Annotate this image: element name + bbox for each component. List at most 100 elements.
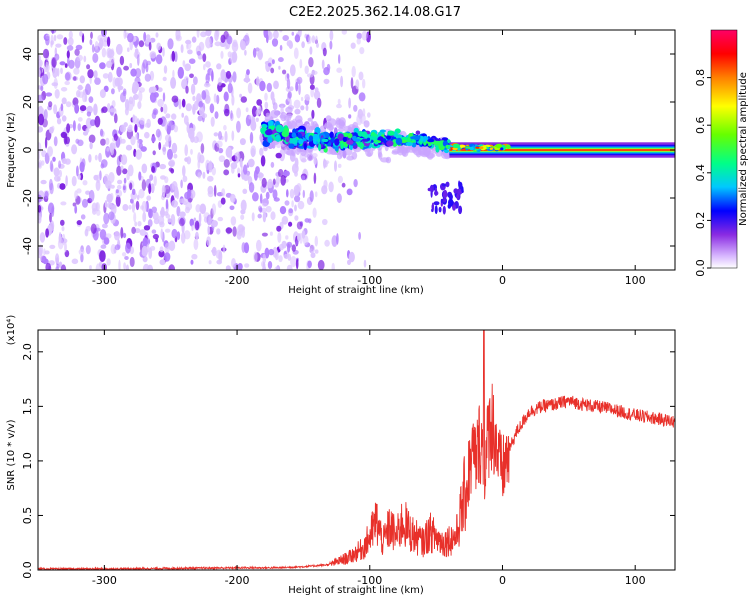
spectrogram-noise-cell	[358, 71, 364, 81]
spectrogram-signal-cell	[505, 144, 511, 149]
spectrogram-noise-cell	[277, 232, 282, 243]
spectrogram-noise-cell	[211, 203, 217, 216]
spectrogram-noise-cell	[143, 31, 147, 42]
snr-y-tick-label: 0.0	[21, 561, 34, 579]
colorbar-tick-label: 0.0	[694, 259, 707, 277]
spectrogram-noise-cell	[232, 71, 237, 83]
spectrogram-halo-cell	[283, 115, 292, 122]
spectrogram-noise-cell	[94, 77, 101, 85]
snr-y-label: SNR (10 * v/v)	[6, 419, 17, 490]
spectrogram-noise-cell	[329, 30, 334, 41]
spectrogram-noise-cell	[336, 233, 339, 245]
spectrogram-noise-cell	[56, 34, 64, 40]
spectrogram-noise-cell	[323, 78, 330, 85]
colorbar-tick-label: 0.4	[694, 164, 707, 182]
spectrogram-noise-cell	[130, 135, 136, 146]
spectrogram-noise-cell	[108, 211, 115, 221]
spectrogram-noise-cell	[85, 225, 92, 232]
spectrogram-noise-cell	[80, 214, 86, 220]
spectrogram-noise-cell	[321, 59, 325, 70]
spectrogram-noise-cell	[236, 107, 242, 119]
spectrogram-noise-cell	[323, 160, 330, 165]
snr-x-ticks: -300 -200 -100 0 100	[92, 330, 646, 587]
spectrogram-signal-cell	[357, 142, 365, 148]
spectrogram-noise-cell	[170, 168, 175, 174]
spectrogram-noise-cell	[182, 60, 186, 67]
spectrogram-halo-cell	[338, 117, 346, 127]
spectrogram-noise-cell	[336, 103, 342, 109]
spectrogram-noise-cell	[74, 103, 79, 114]
snr-y-ticks: 0.0 0.5 1.0 1.5 2.0	[21, 343, 675, 579]
spectrogram-noise-cell	[278, 57, 284, 63]
spectrogram-noise-cell	[313, 90, 321, 100]
spectrogram-noise-cell	[99, 62, 106, 70]
spectrogram-noise-cell	[194, 220, 200, 231]
spectrogram-signal-cell	[448, 198, 454, 207]
spectrogram-noise-cell	[359, 47, 365, 55]
spectrogram-noise-cell	[124, 256, 129, 260]
spectrogram-noise-cell	[85, 83, 91, 96]
spectrogram-x-tick-label: 100	[625, 274, 646, 287]
spectrogram-noise-cell	[283, 170, 290, 177]
spectrogram-noise-cell	[193, 238, 199, 251]
snr-x-label: Height of straight line (km)	[288, 585, 424, 596]
spectrogram-noise-cell	[198, 41, 205, 52]
spectrogram-noise-cell	[85, 190, 91, 195]
spectrogram-noise-cell	[197, 172, 202, 179]
spectrogram-noise-cell	[199, 203, 207, 215]
spectrogram-noise-cell	[43, 248, 46, 256]
colorbar: 0.0 0.2 0.4 0.6 0.8 Normalized spectral ampl…	[694, 29, 749, 277]
spectrogram-noise-cell	[44, 137, 48, 149]
spectrogram-noise-cell	[214, 41, 222, 47]
spectrogram-signal-cell	[475, 146, 480, 149]
spectrogram-noise-cell	[223, 124, 227, 131]
spectrogram-noise-cell	[205, 159, 210, 171]
spectrogram-noise-cell	[226, 35, 233, 45]
spectrogram-signal-cell	[387, 130, 395, 136]
spectrogram-noise-cell	[88, 134, 96, 144]
spectrogram-noise-cell	[54, 53, 60, 61]
spectrogram-noise-cell	[348, 114, 352, 119]
spectrogram-noise-cell	[88, 154, 92, 163]
spectrogram-noise-cell	[126, 172, 130, 181]
spectrogram-noise-cell	[317, 259, 325, 270]
spectrogram-noise-cell	[265, 191, 270, 200]
spectrogram-signal-cell	[318, 143, 322, 151]
spectrogram-signal-cell	[427, 138, 435, 143]
spectrogram-noise-cell	[44, 191, 49, 200]
spectrogram-noise-cell	[361, 30, 368, 41]
spectrogram-noise-cell	[171, 142, 178, 154]
spectrogram-noise-cell	[257, 213, 262, 219]
spectrogram-noise-cell	[213, 93, 217, 103]
spectrogram-noise-cell	[120, 154, 128, 165]
spectrogram-noise-cell	[48, 101, 53, 108]
spectrogram-noise-cell	[123, 177, 127, 184]
spectrogram-noise-cell	[275, 152, 282, 159]
spectrogram-noise-cell	[94, 115, 101, 128]
spectrogram-noise-cell	[173, 153, 178, 159]
spectrogram-noise-cell	[58, 232, 62, 244]
snr-background	[38, 330, 675, 570]
spectrogram-noise-cell	[74, 205, 78, 214]
spectrogram-noise-cell	[55, 266, 59, 270]
snr-x-tick-label: -100	[357, 574, 382, 587]
colorbar-gradient	[710, 29, 738, 269]
spectrogram-noise-cell	[83, 55, 87, 63]
spectrogram-noise-cell	[85, 128, 90, 133]
spectrogram-noise-cell	[296, 76, 303, 85]
spectrogram-noise-cell	[183, 200, 187, 205]
spectrogram-noise-cell	[90, 31, 93, 39]
spectrogram-noise-cell	[187, 49, 193, 55]
spectrogram-noise-cell	[162, 92, 166, 102]
spectrogram-noise-cell	[362, 78, 366, 89]
spectrogram-noise-cell	[270, 91, 275, 101]
spectrogram-noise-cell	[231, 94, 235, 106]
spectrogram-noise-cell	[340, 75, 344, 88]
spectrogram-noise-cell	[125, 264, 129, 270]
spectrogram-halo-cell	[363, 120, 370, 128]
spectrogram-noise-cell	[195, 204, 201, 213]
colorbar-tick-label: 0.2	[694, 212, 707, 230]
spectrogram-signal-cell	[281, 130, 290, 138]
spectrogram-noise-cell	[329, 40, 333, 50]
spectrogram-noise-cell	[223, 159, 230, 168]
